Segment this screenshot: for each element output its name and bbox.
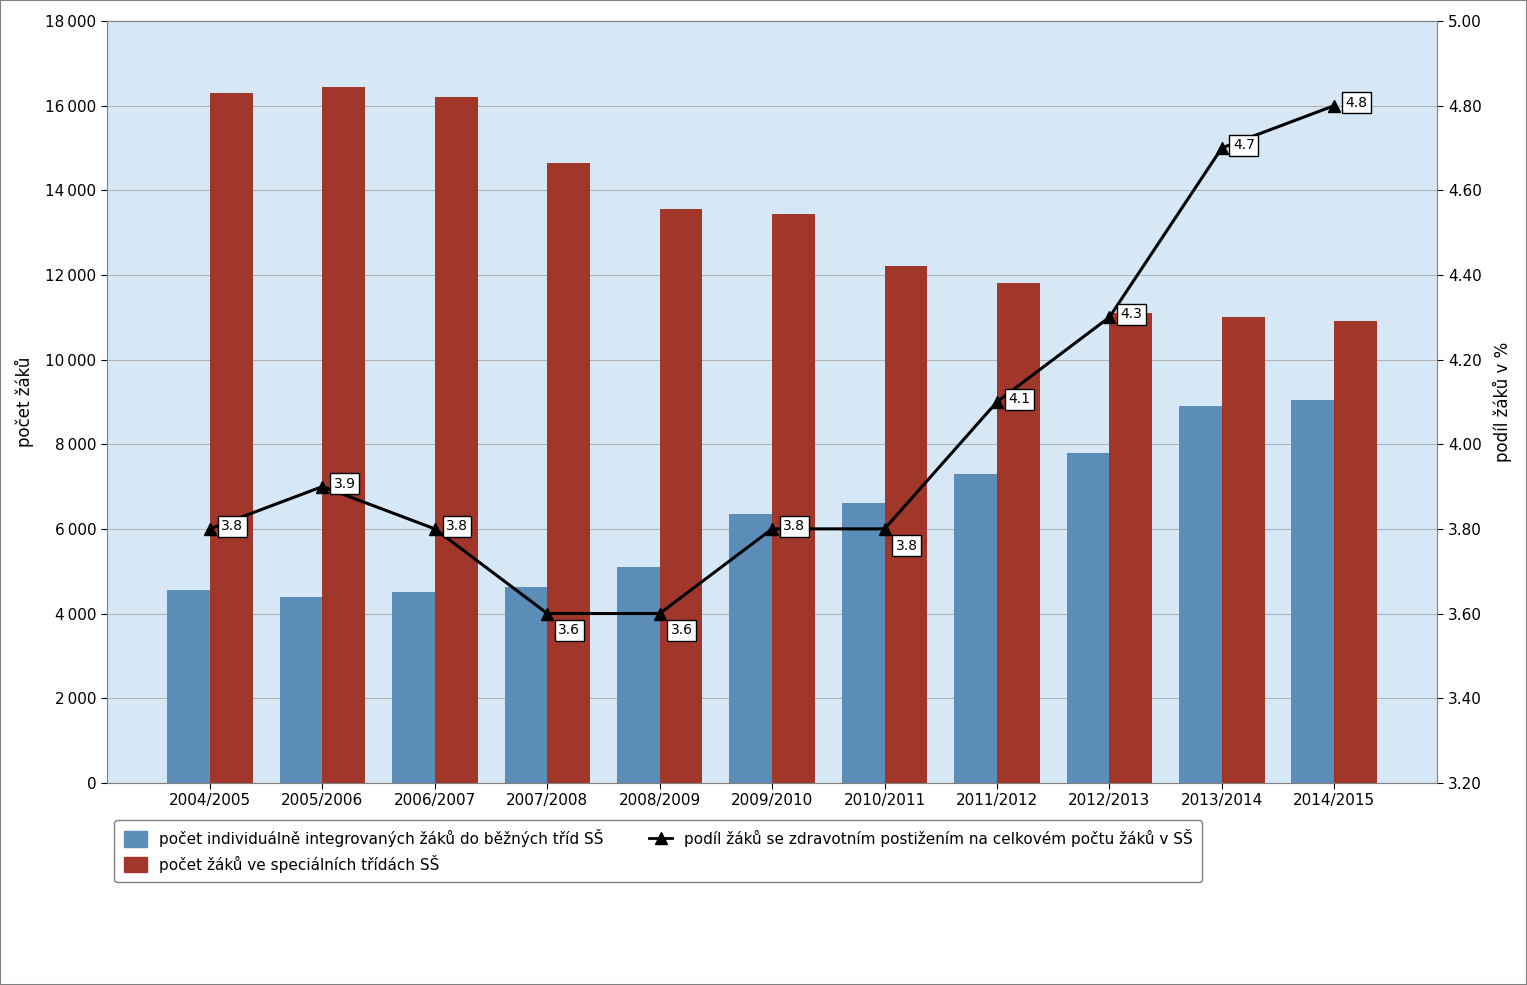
Bar <box>211 93 253 783</box>
Text: 3.8: 3.8 <box>896 539 918 553</box>
Bar <box>435 98 478 783</box>
Text: 4.8: 4.8 <box>1345 96 1367 110</box>
Bar <box>1222 317 1264 783</box>
Text: 3.8: 3.8 <box>446 519 467 533</box>
Bar <box>1292 400 1335 783</box>
Bar <box>997 284 1040 783</box>
Bar <box>547 163 589 783</box>
Y-axis label: počet žáků: počet žáků <box>15 357 34 447</box>
Text: 4.3: 4.3 <box>1121 307 1142 321</box>
Bar <box>730 514 773 783</box>
Bar <box>1335 321 1377 783</box>
Text: 4.1: 4.1 <box>1008 392 1031 406</box>
Y-axis label: podíl žáků v %: podíl žáků v % <box>1493 342 1512 462</box>
Text: 3.9: 3.9 <box>333 477 356 491</box>
Bar <box>168 590 211 783</box>
Bar <box>773 214 815 783</box>
Bar <box>1110 313 1151 783</box>
Text: 3.6: 3.6 <box>670 624 693 637</box>
Bar <box>884 267 927 783</box>
Bar <box>1067 453 1110 783</box>
Bar <box>504 587 547 783</box>
Bar <box>841 503 884 783</box>
Text: 3.8: 3.8 <box>783 519 805 533</box>
Text: 3.8: 3.8 <box>221 519 243 533</box>
Bar <box>279 597 322 783</box>
Legend: počet individuálně integrovaných žáků do běžných tříd SŠ, počet žáků ve speciáln: počet individuálně integrovaných žáků do… <box>115 820 1202 882</box>
Bar <box>660 210 702 783</box>
Bar <box>392 592 435 783</box>
Text: 3.6: 3.6 <box>559 624 580 637</box>
Bar <box>954 474 997 783</box>
Text: 4.7: 4.7 <box>1232 138 1255 153</box>
Bar <box>617 567 660 783</box>
Bar <box>1179 406 1222 783</box>
Bar <box>322 87 365 783</box>
